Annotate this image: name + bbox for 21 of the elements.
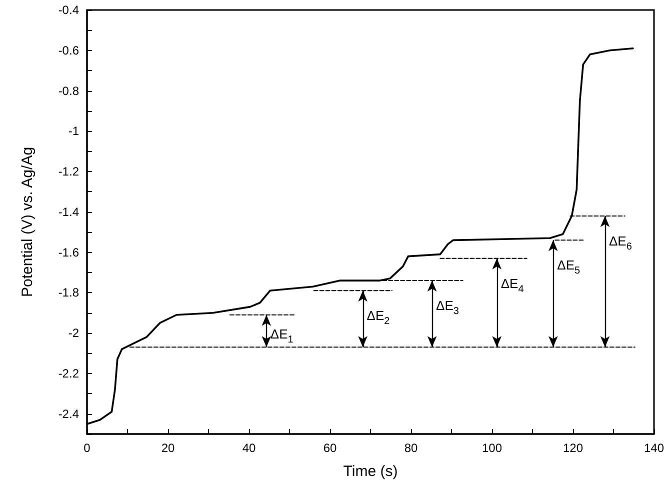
- x-tick-label: 20: [161, 441, 175, 455]
- x-axis-title: Time (s): [343, 463, 398, 480]
- y-tick-label: -1.8: [58, 286, 80, 300]
- y-tick-label: -1.2: [58, 164, 80, 179]
- y-tick-label: -0.8: [58, 84, 80, 98]
- y-tick-label: -2.2: [58, 366, 80, 380]
- y-tick-label: -0.4: [58, 3, 80, 17]
- x-tick-label: 100: [482, 441, 502, 455]
- y-tick-label: -1.6: [58, 245, 80, 260]
- y-tick-label: -2.4: [58, 406, 80, 421]
- x-tick-label: 140: [644, 441, 664, 455]
- y-tick-label: -1.4: [58, 204, 80, 219]
- x-tick-label: 120: [562, 441, 584, 455]
- y-tick-label: -1: [68, 124, 80, 138]
- x-tick-label: 80: [404, 441, 418, 455]
- y-tick-label: -2: [68, 326, 80, 340]
- x-tick-label: 40: [242, 441, 256, 455]
- x-tick-label: 0: [84, 441, 91, 455]
- x-tick-label: 60: [323, 441, 337, 455]
- y-axis-title: Potential (V) vs. Ag/Ag: [19, 146, 36, 298]
- y-tick-label: -0.6: [58, 43, 80, 58]
